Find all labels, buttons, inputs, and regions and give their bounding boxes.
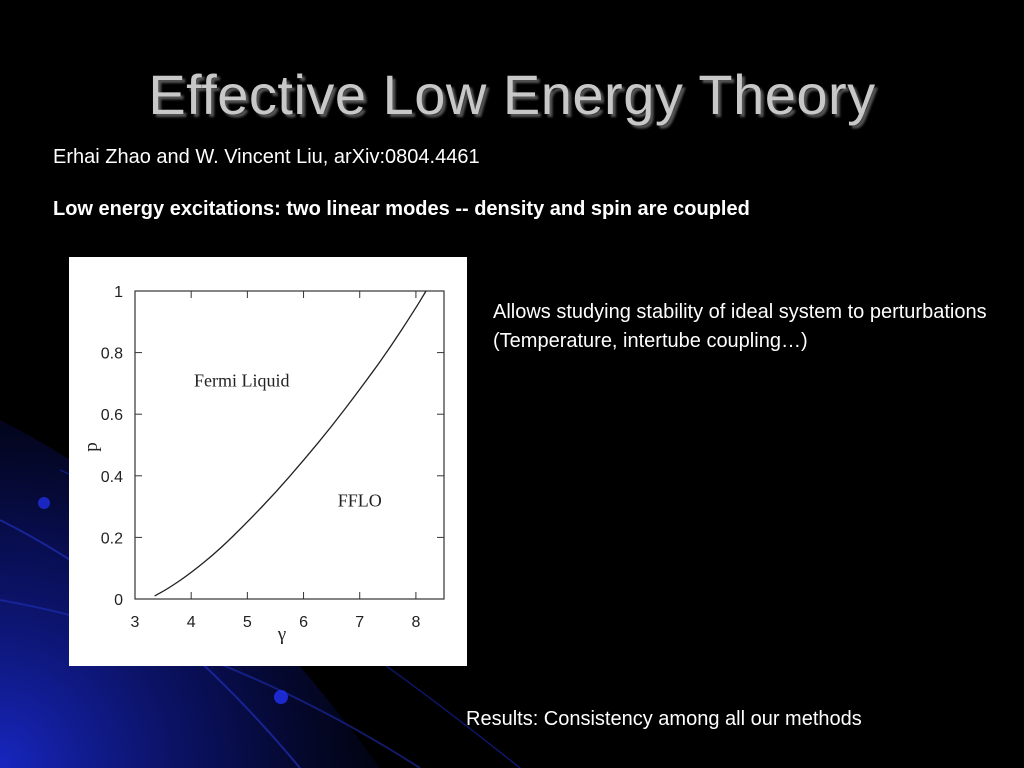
x-axis-label: γ: [277, 624, 286, 645]
region-label: Fermi Liquid: [194, 370, 290, 390]
authors-citation: Erhai Zhao and W. Vincent Liu, arXiv:080…: [53, 146, 480, 168]
y-tick-label: 0.6: [101, 407, 123, 424]
y-tick-label: 0.8: [101, 346, 123, 363]
x-tick-label: 3: [131, 614, 140, 631]
y-tick-label: 0.2: [101, 530, 123, 547]
slide-subtitle: Low energy excitations: two linear modes…: [53, 198, 750, 220]
phase-diagram-chart: 3 4 5 6 7 8 0 0.2 0.4 0.6 0.8 1 Fermi Liquid FFLO γ …: [69, 257, 467, 666]
y-axis-label: p: [81, 442, 102, 452]
x-tick-label: 5: [243, 614, 252, 631]
description-line-1: Allows studying stability of ideal syste…: [493, 301, 987, 323]
y-tick-label: 1: [114, 284, 123, 301]
results-text: Results: Consistency among all our metho…: [466, 708, 862, 730]
region-label: FFLO: [338, 491, 382, 511]
y-tick-label: 0: [114, 592, 123, 609]
phase-boundary-line: [154, 290, 427, 597]
x-tick-label: 7: [355, 614, 364, 631]
x-tick-label: 4: [187, 614, 196, 631]
plot-frame: [134, 290, 445, 600]
right-description: Allows studying stability of ideal syste…: [493, 298, 993, 356]
y-tick-label: 0.4: [101, 469, 123, 486]
slide-title: Effective Low Energy Theory: [148, 63, 876, 126]
x-tick-label: 6: [299, 614, 308, 631]
x-tick-label: 8: [411, 614, 420, 631]
description-line-2: (Temperature, intertube coupling…): [493, 330, 808, 352]
